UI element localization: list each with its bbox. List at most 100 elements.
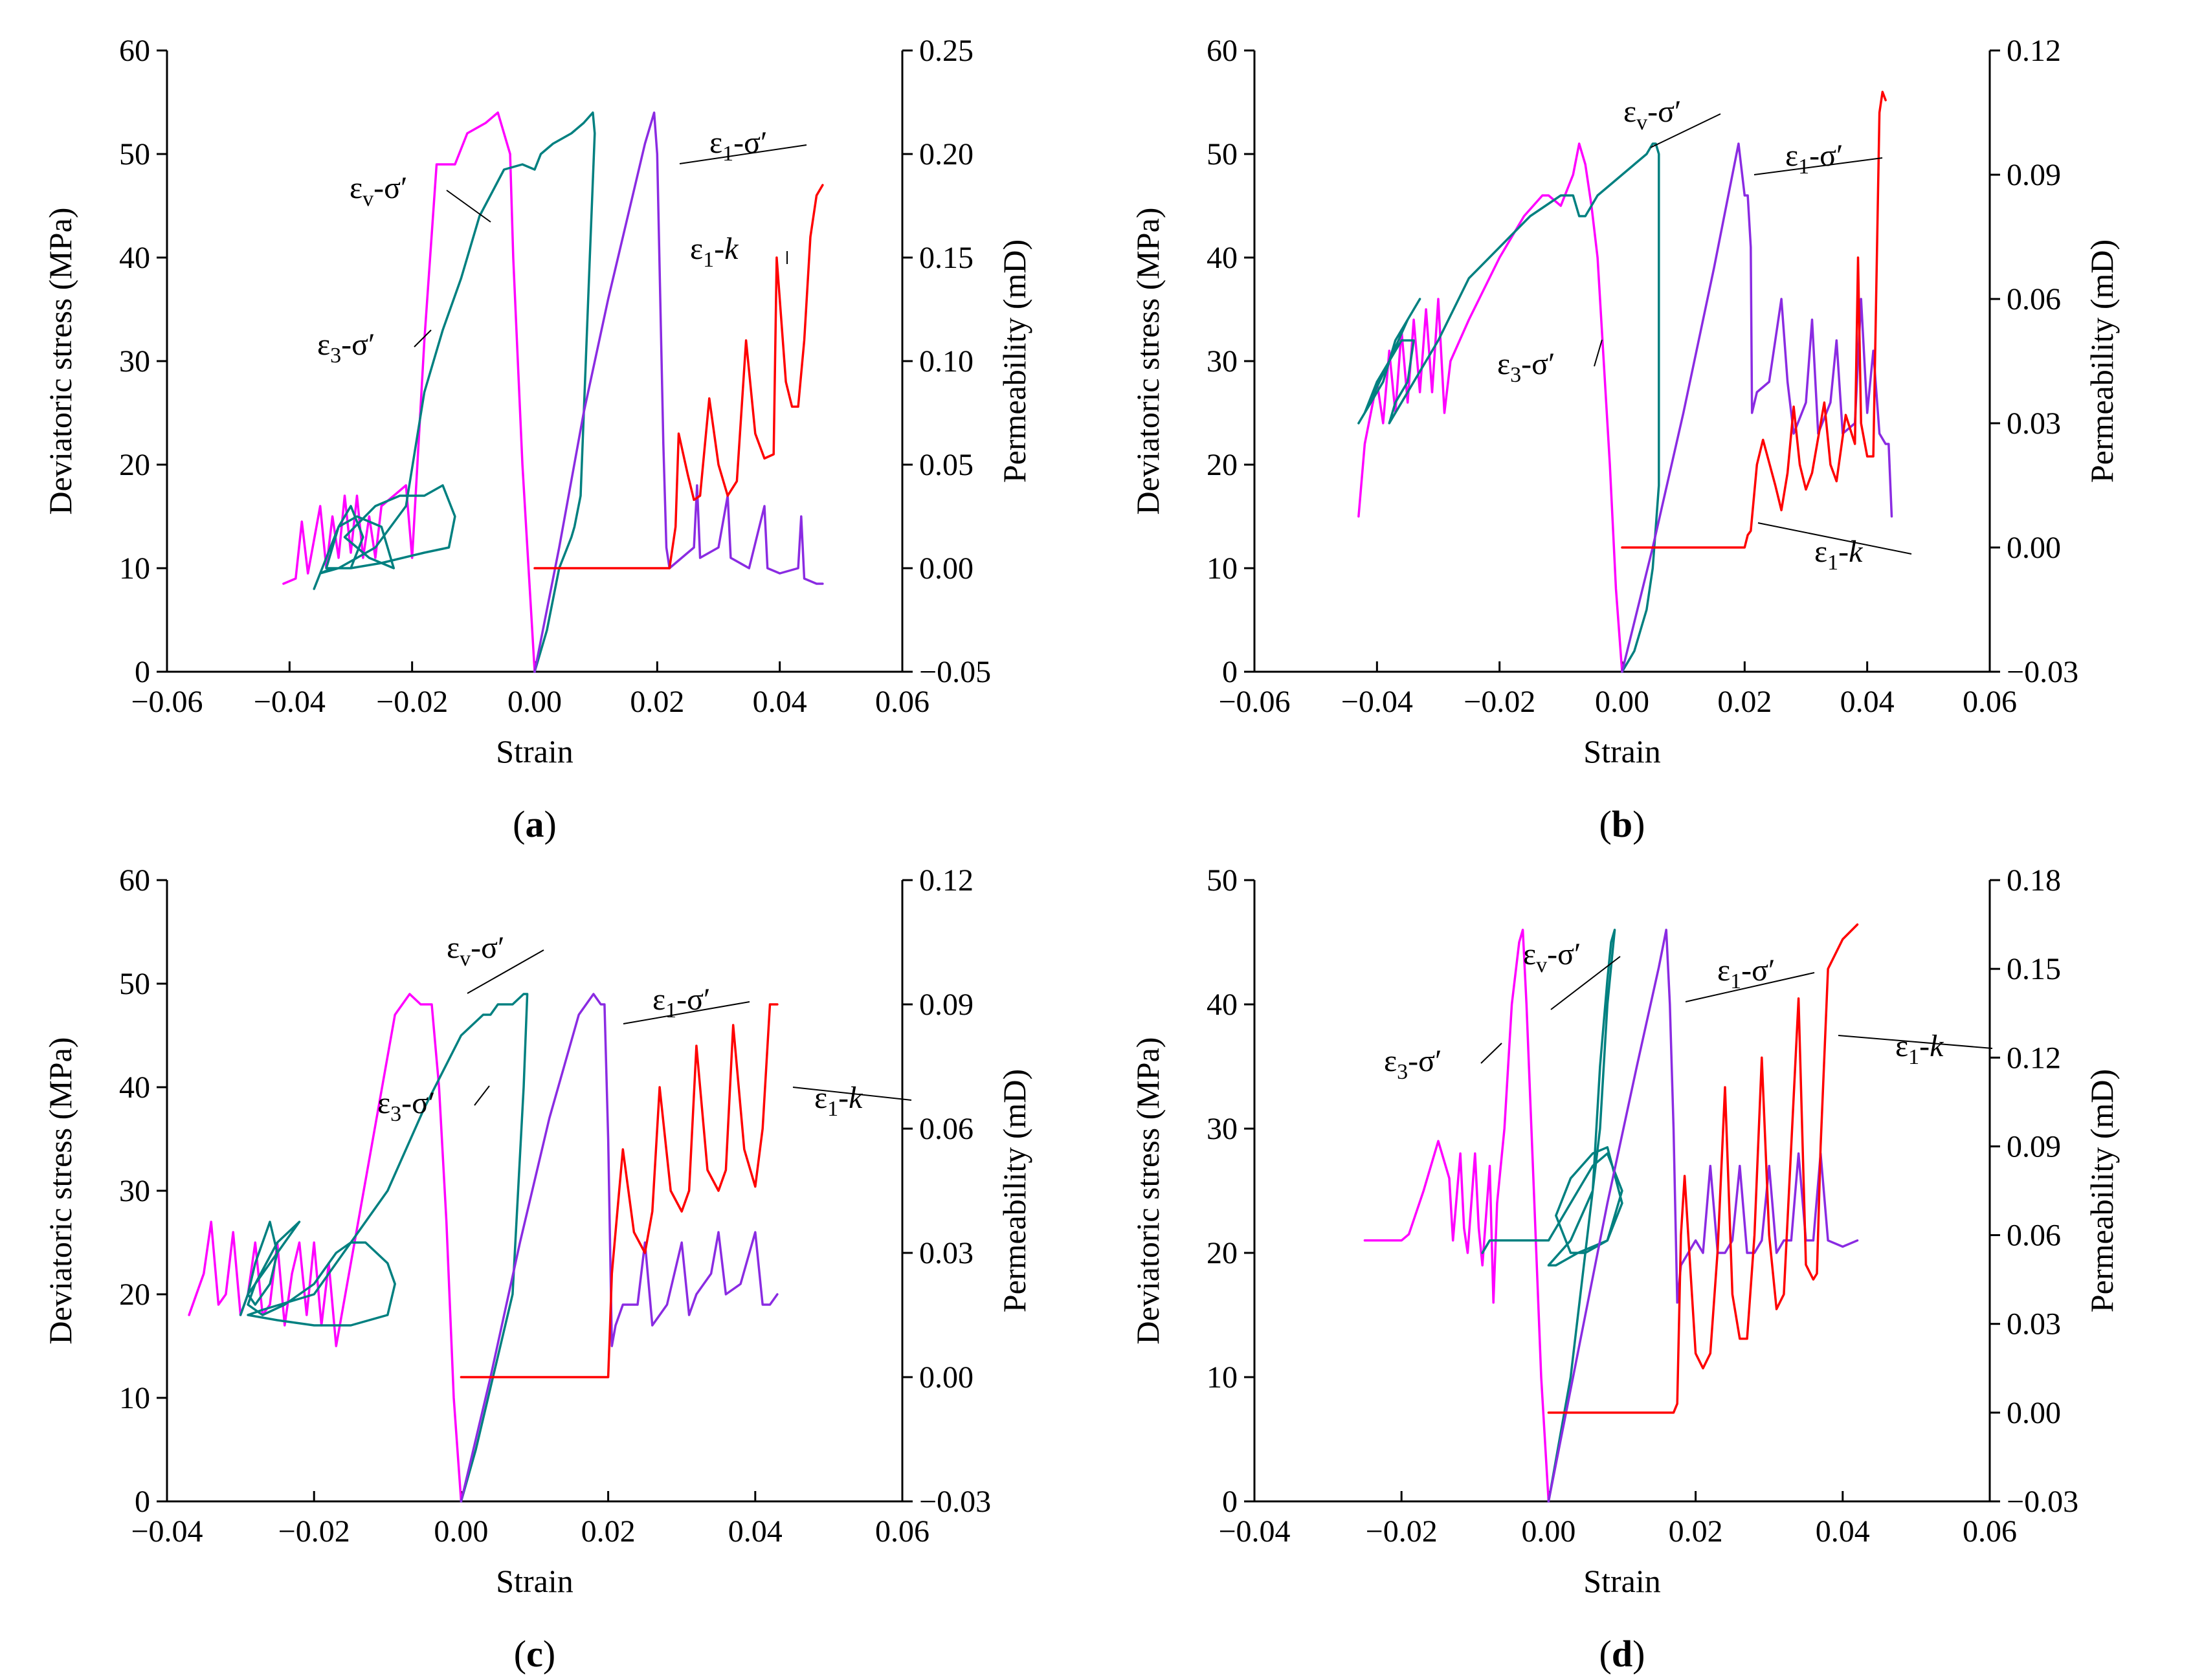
y-left-tick-label: 0 [1222,655,1238,689]
annotation-rest: -σ′ [1408,1044,1442,1078]
annotation-symbol: ε [447,931,460,965]
series-annotation: ε1-σ′ [1717,953,1776,993]
panel-d: −0.04 −0.02 0.00 0.02 0.04 0.06 0 10 20 30 40 50 −0.… [1130,863,2120,1675]
y-right-tick-label: −0.03 [2007,655,2078,689]
annotation-leader [1480,1043,1502,1064]
annotation-leader [1550,956,1621,1010]
annotation-rest: -σ′ [733,126,767,160]
panel-a: −0.06 −0.04 −0.02 0.00 0.02 0.04 0.06 0 10 20 30 40… [42,34,1032,845]
annotation-subscript: 1 [827,1097,838,1121]
annotation-subscript: 1 [1730,969,1741,993]
annotation-symbol: ε [350,171,362,205]
annotation-symbol: ε [377,1086,390,1120]
annotation-leader [1685,972,1815,1002]
series-line--3- [282,111,536,673]
series-line--1- [460,993,779,1503]
annotation-rest: -σ′ [1547,937,1581,971]
y-right-tick-label: 0.00 [919,1360,974,1395]
x-tick-label: 0.00 [1595,685,1649,719]
y-left-tick-label: 10 [119,1381,150,1415]
y-right-tick-label: 0.06 [2007,1219,2061,1253]
annotation-leader [1838,1035,1993,1049]
annotation-symbol: ε [814,1081,827,1115]
y-right-tick-label: 0.10 [919,344,974,379]
annotation-subscript: 1 [722,142,733,166]
annotation-subscript: 1 [1827,551,1838,575]
annotation-symbol: ε [1497,347,1510,381]
panel-label-letter: d [1612,1633,1632,1675]
y-left-tick-label: 50 [119,967,150,1001]
series-line--v- [239,993,529,1503]
series-line--1- [1621,142,1893,673]
annotation-rest: -σ′ [373,171,407,205]
series-annotation: εv-σ′ [350,171,408,211]
annotation-leader [474,1085,490,1106]
x-tick-label: −0.04 [131,1514,203,1549]
panel-label-letter: a [526,803,544,845]
y-left-tick-label: 40 [1207,241,1238,275]
annotation-rest: -σ′ [1647,94,1681,129]
annotation-leader [1594,339,1603,367]
y-left-tick-label: 0 [135,1485,150,1519]
x-tick-label: 0.06 [1963,685,2017,719]
panel-label-close: ) [1632,1633,1645,1675]
y-left-tick-label: 40 [1207,988,1238,1022]
annotation-italic: k [724,232,739,266]
x-tick-label: −0.02 [1366,1514,1438,1549]
annotation-rest: - [1838,535,1849,569]
series-annotation: ε1-k [1895,1029,1944,1069]
series-line--1-k [460,1003,779,1378]
series-line--v- [1481,929,1623,1503]
annotation-symbol: ε [690,232,703,266]
y-left-tick-label: 20 [1207,448,1238,482]
y-right-tick-label: −0.03 [919,1485,991,1519]
y-right-tick-label: 0.20 [919,137,974,171]
panel-label-close: ) [543,1633,555,1675]
annotation-symbol: ε [1623,94,1636,129]
panel-label-open: ( [1599,1633,1612,1675]
x-tick-label: −0.02 [376,685,448,719]
annotation-symbol: ε [1785,138,1798,173]
annotation-subscript: 1 [703,248,714,272]
annotation-leader [1650,113,1721,148]
y-left-tick-label: 0 [1222,1485,1238,1519]
y-left-tick-label: 20 [119,448,150,482]
annotation-subscript: 1 [665,999,676,1022]
series-annotation: ε1-σ′ [652,982,711,1022]
y-left-tick-label: 30 [1207,1112,1238,1146]
series-annotation: εv-σ′ [447,931,505,971]
annotation-symbol: ε [1384,1044,1397,1078]
y-right-tick-label: 0.09 [919,988,974,1022]
y-right-tick-label: −0.05 [919,655,991,689]
annotation-italic: k [1849,535,1864,569]
annotation-leader [467,949,544,994]
x-tick-label: 0.04 [1840,685,1895,719]
series-annotation: ε3-σ′ [1497,347,1555,387]
series-annotation: ε1-k [690,232,739,272]
x-tick-label: 0.06 [1963,1514,2017,1549]
y-right-tick-label: 0.00 [2007,1396,2061,1430]
x-tick-label: 0.00 [507,685,562,719]
series-annotation: ε1-k [814,1081,863,1121]
annotation-rest: - [714,232,724,266]
y-left-tick-label: 40 [119,1070,150,1105]
y-left-tick-label: 50 [1207,137,1238,171]
annotation-subscript: 3 [330,344,341,368]
annotation-leader [1753,157,1883,175]
y-left-tick-label: 30 [119,344,150,379]
series-annotation: εv-σ′ [1523,937,1581,977]
series-annotation: ε1-σ′ [709,126,768,166]
y-right-tick-label: 0.12 [2007,1041,2061,1075]
y-left-tick-label: 20 [119,1277,150,1312]
y-right-axis-title: Permeability (mD) [996,239,1032,483]
annotation-rest: -σ′ [1521,347,1555,381]
annotation-symbol: ε [1814,535,1827,569]
y-right-tick-label: 0.03 [2007,1307,2061,1342]
annotation-symbol: ε [1895,1029,1908,1063]
x-tick-label: 0.04 [1816,1514,1870,1549]
x-tick-label: 0.02 [1669,1514,1723,1549]
x-tick-label: 0.02 [630,685,684,719]
x-axis-title: Strain [1583,733,1660,769]
x-tick-label: −0.04 [254,685,326,719]
